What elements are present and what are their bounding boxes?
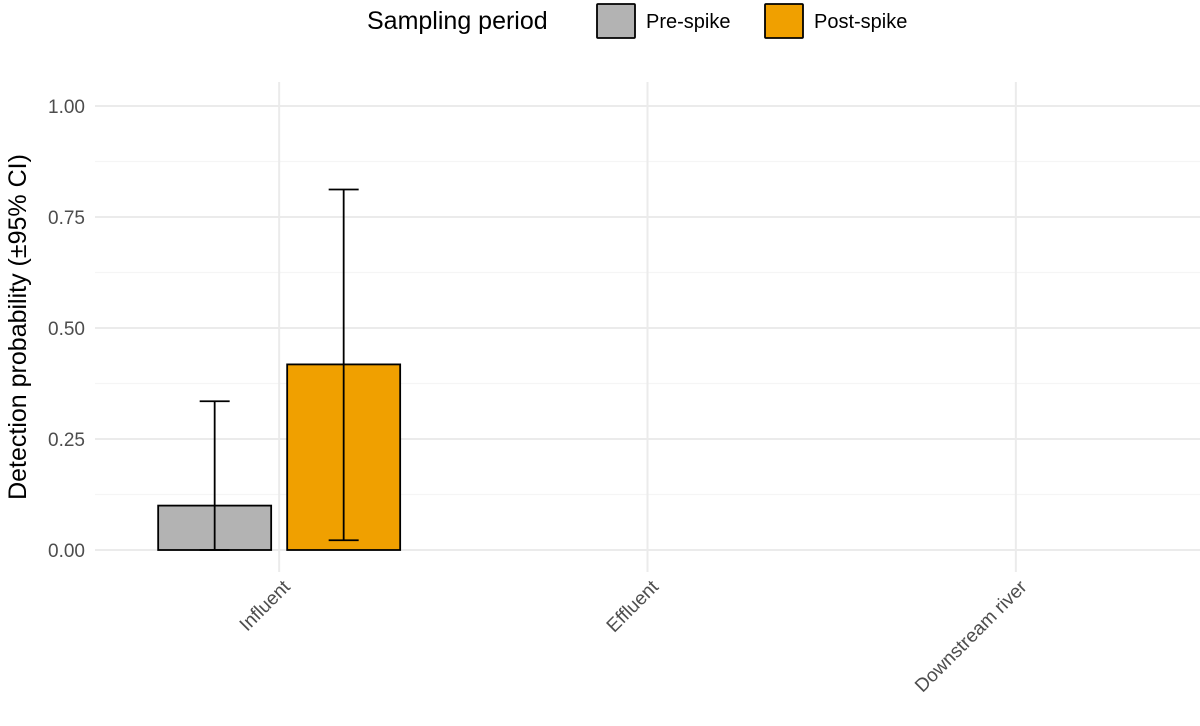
error-bar-pre-spike-influent xyxy=(199,400,230,551)
legend-key-pre-spike xyxy=(596,3,636,39)
error-bars xyxy=(199,188,359,551)
y-tick-label: 0.00 xyxy=(48,541,85,562)
y-axis-ticks: 0.00 0.25 0.50 0.75 1.00 xyxy=(48,97,85,562)
y-axis-title: Detection probability (±95% CI) xyxy=(4,154,32,500)
y-tick-label: 0.50 xyxy=(48,319,85,340)
legend-title: Sampling period xyxy=(367,7,548,35)
y-tick-label: 1.00 xyxy=(48,97,85,118)
legend-label-pre-spike: Pre-spike xyxy=(646,11,730,33)
x-axis-ticks: Influent Effluent Downstream river xyxy=(236,576,1032,697)
legend-key-post-spike xyxy=(764,3,804,39)
y-tick-label: 0.25 xyxy=(48,430,85,451)
x-tick-label: Effluent xyxy=(603,576,664,637)
error-bar-post-spike-influent xyxy=(328,188,359,542)
x-tick-label: Downstream river xyxy=(911,576,1032,697)
x-tick-label: Influent xyxy=(236,576,295,635)
y-tick-label: 0.75 xyxy=(48,208,85,229)
legend: Sampling period Pre-spike Post-spike xyxy=(367,3,907,39)
grid xyxy=(95,82,1200,572)
legend-label-post-spike: Post-spike xyxy=(814,11,907,33)
